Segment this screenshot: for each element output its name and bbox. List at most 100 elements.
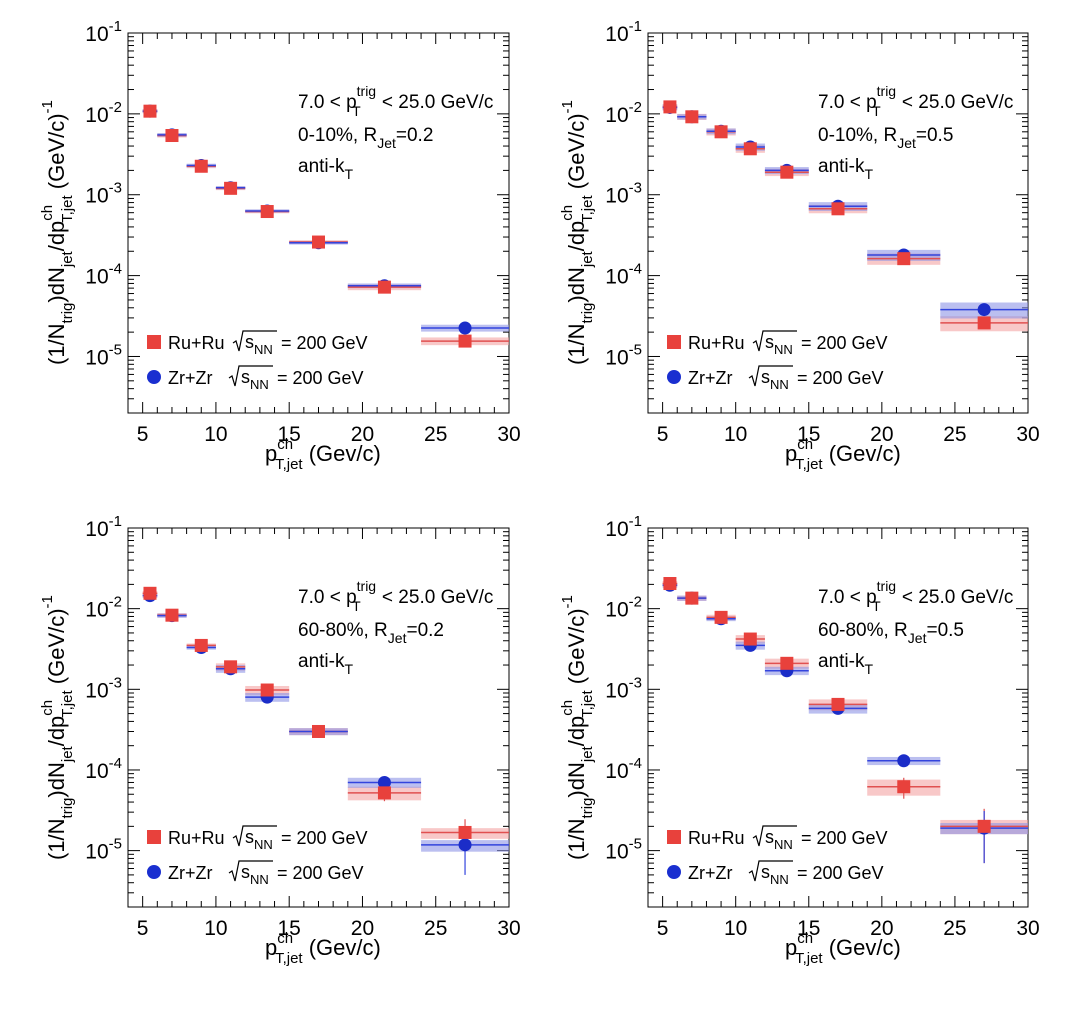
legend-energy-0: = 200 GeV (801, 828, 888, 848)
sqrt-icon (748, 860, 793, 882)
x-tick-label: 15 (278, 917, 301, 940)
ru-ru-point (743, 142, 757, 156)
ru-ru-point (685, 591, 699, 605)
x-axis-title: pch T,jet (Gev/c) (265, 436, 381, 473)
x-tick-label: 5 (137, 423, 149, 446)
y-tick-label: 10-1 (85, 513, 122, 541)
x-axis-title: pch T,jet (Gev/c) (785, 930, 901, 967)
annotation-centrality: 60-80%, RJet=0.2 (298, 620, 444, 646)
y-tick-label: 10-5 (85, 836, 122, 864)
y-axis-title: (1/Ntrig)dNjet/dpch T,jet (GeV/c)-1 (559, 595, 596, 860)
legend-energy-0: = 200 GeV (281, 333, 368, 353)
y-axis-title: (1/Ntrig)dNjet/dpch T,jet (GeV/c)-1 (39, 595, 76, 860)
x-tick-label: 5 (657, 917, 669, 940)
legend-energy-0: = 200 GeV (281, 828, 368, 848)
x-tick-label: 30 (497, 917, 520, 940)
ru-ru-point (165, 608, 179, 622)
x-tick-label: 20 (870, 917, 893, 940)
x-tick-label: 10 (724, 917, 747, 940)
legend-label-1: Zr+Zr (688, 863, 733, 883)
annotation-trigger-range: 7.0 < ptrig T < 25.0 GeV/c (818, 578, 1013, 614)
annotation-centrality: 60-80%, RJet=0.5 (818, 620, 964, 646)
legend-sqrt-s: sNN (245, 827, 273, 852)
legend-zr-zr-marker (147, 865, 161, 879)
x-tick-label: 15 (797, 423, 820, 446)
ru-ru-point (743, 632, 757, 646)
ru-ru-point (780, 656, 794, 670)
ru-ru-point (194, 159, 208, 173)
ru-ru-point (194, 638, 208, 652)
x-tick-label: 20 (351, 917, 374, 940)
ru-ru-point (977, 819, 991, 833)
legend-energy-0: = 200 GeV (801, 333, 888, 353)
legend-ru-ru-marker (667, 335, 681, 349)
sqrt-icon (232, 825, 277, 847)
sqrt-icon (748, 365, 793, 387)
sqrt-icon (228, 860, 273, 882)
ru-ru-point (831, 202, 845, 216)
annotation-algorithm: anti-kT (818, 651, 873, 677)
sqrt-icon (752, 825, 797, 847)
plot-frame (647, 527, 1029, 908)
x-tick-label: 25 (943, 423, 966, 446)
y-tick-label: 10-2 (85, 99, 122, 127)
x-tick-label: 10 (204, 423, 227, 446)
y-tick-label: 10-2 (605, 594, 642, 622)
legend-sqrt-s: sNN (765, 827, 793, 852)
ru-ru-point (312, 235, 325, 249)
x-tick-label: 30 (1016, 423, 1039, 446)
zr-zr-point (377, 775, 391, 789)
sqrt-icon (228, 365, 273, 387)
annotation-trigger-range: 7.0 < ptrig T < 25.0 GeV/c (818, 83, 1013, 119)
y-tick-label: 10-4 (605, 261, 642, 289)
x-tick-label: 10 (204, 917, 227, 940)
plot-frame (127, 32, 510, 414)
x-tick-label: 10 (724, 423, 747, 446)
annotation-algorithm: anti-kT (298, 651, 353, 677)
legend-label-1: Zr+Zr (168, 863, 213, 883)
y-tick-label: 10-3 (605, 674, 642, 702)
chart-panel-2: 5 10 15 20 25 30 10-5 10-4 10-3 10-2 10-1 pch T,jet … (559, 18, 1040, 473)
y-tick-label: 10-4 (605, 755, 642, 783)
y-tick-label: 10-1 (605, 513, 642, 541)
y-tick-label: 10-4 (85, 755, 122, 783)
annotation-trigger-range: 7.0 < ptrig T < 25.0 GeV/c (298, 83, 493, 119)
legend-label-0: Ru+Ru (168, 828, 225, 848)
x-tick-label: 25 (424, 917, 447, 940)
x-axis-title: pch T,jet (Gev/c) (785, 436, 901, 473)
ru-ru-point (831, 697, 845, 711)
ru-ru-point (685, 110, 699, 124)
ru-ru-point (260, 205, 274, 219)
ru-ru-point (977, 316, 991, 330)
y-tick-label: 10-3 (85, 180, 122, 208)
x-tick-label: 5 (657, 423, 669, 446)
y-tick-label: 10-2 (85, 594, 122, 622)
ru-ru-point (165, 129, 179, 143)
y-tick-label: 10-5 (605, 836, 642, 864)
legend-energy-1: = 200 GeV (277, 368, 364, 388)
y-tick-label: 10-3 (85, 674, 122, 702)
ru-ru-point (458, 334, 472, 348)
zr-zr-point (977, 303, 991, 317)
legend-sqrt-s: sNN (761, 862, 789, 887)
legend-zr-zr-marker (147, 370, 161, 384)
legend-sqrt-s: sNN (241, 862, 269, 887)
plot-frame (647, 32, 1029, 414)
ru-ru-point (312, 724, 325, 738)
x-tick-label: 25 (424, 423, 447, 446)
legend-sqrt-s: sNN (245, 332, 273, 357)
ru-ru-point (260, 683, 274, 697)
zr-zr-point (458, 321, 472, 335)
y-axis-title: (1/Ntrig)dNjet/dpch T,jet (GeV/c)-1 (559, 100, 596, 365)
ru-ru-point (714, 125, 728, 139)
legend-energy-1: = 200 GeV (277, 863, 364, 883)
ru-ru-point (377, 280, 391, 294)
zr-zr-point (458, 838, 472, 852)
annotation-trigger-range: 7.0 < ptrig T < 25.0 GeV/c (298, 578, 493, 614)
x-tick-label: 25 (943, 917, 966, 940)
legend-sqrt-s: sNN (241, 367, 269, 392)
legend-sqrt-s: sNN (765, 332, 793, 357)
